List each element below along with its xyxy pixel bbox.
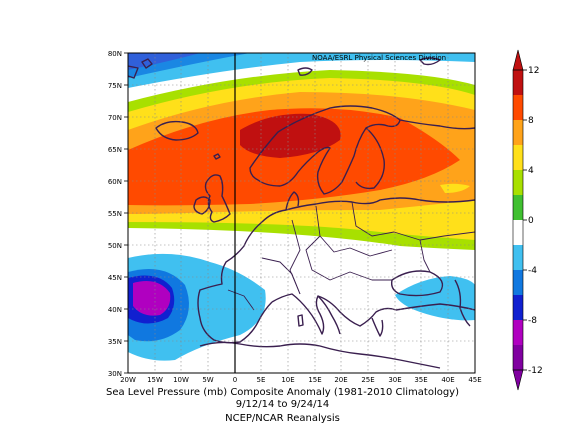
colorbar-tick-label: -4 xyxy=(528,266,537,276)
lon-label: 35E xyxy=(414,376,427,384)
coastlines xyxy=(128,57,475,369)
longitude-labels: 20W 15W 10W 5W 0 5E 10E 15E 20E 25E 30E … xyxy=(120,376,482,384)
colorbar-swatch xyxy=(513,145,523,171)
lon-label: 15W xyxy=(147,376,163,384)
anomaly-field xyxy=(128,53,475,373)
lat-label: 55N xyxy=(108,210,122,218)
colorbar-swatch xyxy=(513,245,523,271)
lon-label: 0 xyxy=(233,376,237,384)
colorbar-swatch xyxy=(513,220,523,246)
lat-label: 75N xyxy=(108,82,122,90)
lon-label: 10E xyxy=(281,376,294,384)
lat-label: 35N xyxy=(108,338,122,346)
colorbar xyxy=(512,49,527,391)
lon-label: 30E xyxy=(388,376,401,384)
lon-label: 45E xyxy=(468,376,481,384)
lat-label: 45N xyxy=(108,274,122,282)
lat-label: 80N xyxy=(108,50,122,58)
lon-label: 5E xyxy=(257,376,266,384)
colorbar-swatch xyxy=(513,345,523,371)
colorbar-max-arrow xyxy=(512,49,524,71)
colorbar-tick-label: 12 xyxy=(528,66,539,76)
colorbar-tick-label: 0 xyxy=(528,216,534,226)
source-credit: NOAA/ESRL Physical Sciences Division xyxy=(312,54,447,62)
lat-label: 50N xyxy=(108,242,122,250)
lon-label: 15E xyxy=(308,376,321,384)
colorbar-swatch xyxy=(513,195,523,221)
colorbar-swatch xyxy=(513,320,523,346)
gridlines xyxy=(128,53,475,373)
caption-title: Sea Level Pressure (mb) Composite Anomal… xyxy=(105,387,460,398)
lat-label: 40N xyxy=(108,306,122,314)
colorbar-tick-label: -8 xyxy=(528,316,537,326)
negative-min-core xyxy=(133,280,171,316)
lon-label: 20E xyxy=(334,376,347,384)
lon-label: 20W xyxy=(120,376,136,384)
caption-dates: 9/12/14 to 9/24/14 xyxy=(235,399,330,410)
lon-label: 5W xyxy=(202,376,213,384)
lat-label: 70N xyxy=(108,114,122,122)
caption-dataset: NCEP/NCAR Reanalysis xyxy=(225,413,340,424)
colorbar-swatch xyxy=(513,70,523,96)
colorbar-swatch xyxy=(513,295,523,321)
colorbar-tick-label: -12 xyxy=(528,366,543,376)
lon-label: 10W xyxy=(173,376,189,384)
lat-label: 60N xyxy=(108,178,122,186)
latitude-labels: 80N 75N 70N 65N 60N 55N 50N 45N 40N 35N … xyxy=(108,50,122,378)
colorbar-swatch xyxy=(513,170,523,196)
lon-label: 25E xyxy=(361,376,374,384)
colorbar-tick-label: 4 xyxy=(528,166,534,176)
lon-label: 40E xyxy=(441,376,454,384)
lat-label: 65N xyxy=(108,146,122,154)
colorbar-swatch xyxy=(513,120,523,146)
negative-south-east xyxy=(395,276,475,321)
lat-label: 30N xyxy=(108,370,122,378)
colorbar-swatch xyxy=(513,270,523,296)
colorbar-labels: 12 8 4 0 -4 -8 -12 xyxy=(528,66,543,376)
colorbar-tick-label: 8 xyxy=(528,116,534,126)
colorbar-swatch xyxy=(513,95,523,121)
negative-north-band xyxy=(128,53,475,88)
